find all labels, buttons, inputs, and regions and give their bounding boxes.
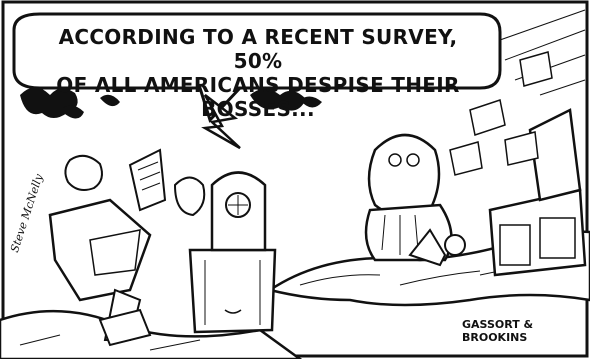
man-head xyxy=(64,154,103,191)
feet xyxy=(173,176,206,217)
desk-icon xyxy=(488,188,587,277)
caption-line-1: ACCORDING TO A RECENT SURVEY, 50% xyxy=(58,25,458,73)
ground-hatching xyxy=(19,334,201,351)
newspaper-icon xyxy=(128,148,167,212)
caption-line-2: OF ALL AMERICANS DESPISE THEIR BOSSES... xyxy=(56,73,460,121)
tall-chair xyxy=(528,108,582,202)
stump-lines xyxy=(204,260,261,325)
tree-leaves-center xyxy=(250,89,322,111)
tree-leaves-left xyxy=(20,87,120,119)
stump-face xyxy=(224,309,242,314)
sky-hatching xyxy=(499,9,586,96)
lightning-tail xyxy=(201,94,241,150)
speech-bubble xyxy=(12,12,502,123)
flying-papers xyxy=(449,51,553,176)
boss-head xyxy=(367,133,441,218)
signature-right: GASSORT & BROOKINS xyxy=(462,318,534,344)
tree-stump xyxy=(188,248,277,334)
speech-bubble-text: ACCORDING TO A RECENT SURVEY, 50% OF ALL… xyxy=(38,25,478,121)
